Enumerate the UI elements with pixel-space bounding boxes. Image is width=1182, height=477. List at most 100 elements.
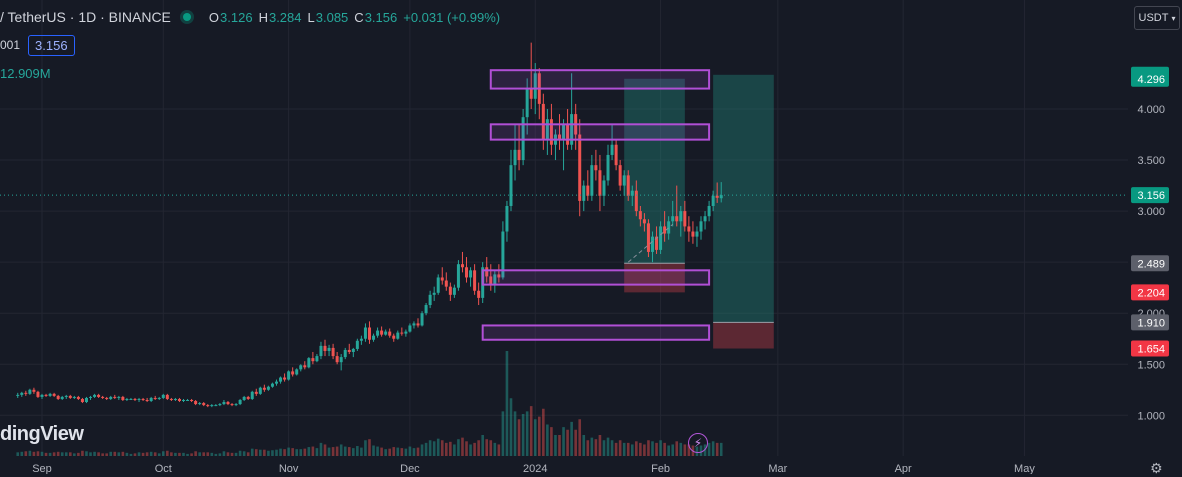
candle	[109, 395, 113, 400]
volume-bar	[364, 440, 367, 456]
candle	[182, 398, 186, 403]
candle	[238, 398, 242, 406]
ohlc-value: 3.085	[315, 10, 349, 25]
volume-bar	[542, 408, 545, 456]
candle	[408, 323, 412, 333]
volume-bar	[546, 424, 549, 456]
candle-body	[501, 231, 505, 278]
candle	[84, 396, 88, 404]
candle-body	[222, 402, 226, 405]
candle-body	[355, 340, 359, 349]
volume-bar	[182, 452, 185, 456]
volume-bar	[283, 449, 286, 456]
volume-bar	[291, 448, 294, 456]
volume-bar	[89, 452, 92, 456]
volume-bar	[715, 442, 719, 456]
ohlc-readout: O3.126 H3.284 L3.085 C3.156 +0.031 (+0.99%)	[209, 9, 506, 25]
candle-body	[687, 226, 691, 232]
volume-bar	[489, 440, 493, 456]
currency-button[interactable]: USDT ▾	[1134, 6, 1180, 30]
volume-bar	[198, 452, 201, 456]
volume-bar	[97, 452, 100, 456]
candle-body	[618, 165, 622, 186]
candle	[32, 387, 36, 394]
candle	[186, 398, 190, 402]
candle-body	[521, 117, 525, 161]
gear-icon[interactable]: ⚙	[1150, 460, 1163, 476]
candle	[157, 396, 161, 400]
symbol-title[interactable]: / TetherUS · 1D · BINANCE	[0, 9, 171, 25]
candle-body	[715, 195, 719, 198]
volume-bar	[675, 441, 679, 456]
volume-bar	[586, 440, 590, 456]
candle	[299, 364, 303, 372]
candle	[48, 392, 52, 397]
volume-bar	[242, 451, 246, 456]
candle	[347, 343, 351, 355]
candle	[141, 397, 145, 402]
volume-bar	[647, 440, 650, 456]
tradingview-watermark: dingView	[0, 423, 84, 445]
candle-body	[416, 323, 420, 326]
candle-body	[663, 226, 667, 234]
candle-body	[679, 211, 683, 222]
volume-bar	[275, 449, 278, 456]
candle-body	[388, 331, 392, 336]
volume-bar	[352, 448, 355, 456]
candle-body	[28, 389, 32, 394]
volume-bar	[254, 449, 258, 456]
candle-body	[266, 386, 270, 390]
candle	[489, 264, 493, 291]
volume-bar	[271, 450, 274, 456]
candle-body	[562, 124, 566, 140]
candle	[367, 321, 371, 344]
candle-body	[634, 190, 638, 212]
candle-body	[218, 404, 222, 406]
volume-bar	[392, 447, 396, 456]
bolt-icon[interactable]: ⚡	[688, 433, 708, 453]
volume-bar	[129, 453, 133, 456]
candle-body	[428, 294, 432, 306]
currency-label: USDT	[1138, 12, 1169, 24]
candle	[541, 93, 545, 150]
candle-body	[165, 394, 169, 399]
volume-bar	[121, 451, 125, 456]
candle	[323, 339, 327, 357]
candle	[250, 390, 254, 400]
candle-body	[719, 195, 723, 199]
volume-bar	[170, 452, 173, 456]
volume-bar	[513, 411, 517, 456]
candle-body	[541, 103, 545, 140]
candle-body	[655, 236, 659, 250]
candle	[266, 385, 270, 391]
candle-body	[20, 392, 24, 395]
volume-bar	[517, 419, 521, 456]
volume-bar	[186, 453, 189, 456]
volume-bar	[582, 435, 586, 456]
candle	[598, 154, 602, 212]
candle	[388, 328, 392, 338]
volume-bar	[630, 444, 634, 456]
candle	[254, 388, 258, 396]
volume-bar	[343, 446, 347, 456]
volume-bar	[246, 452, 250, 456]
candle	[137, 397, 141, 403]
volume-bar	[521, 414, 525, 456]
volume-bar	[85, 451, 88, 456]
volume-bar	[48, 452, 52, 456]
candle	[695, 226, 699, 247]
candle-body	[570, 114, 574, 145]
candle-body	[646, 223, 650, 252]
volume-bar	[113, 451, 117, 456]
candle-body	[707, 205, 711, 217]
candle-body	[545, 119, 549, 140]
volume-bar	[319, 442, 323, 456]
candle	[16, 392, 20, 398]
indicator-value-badge[interactable]: 3.156	[28, 34, 75, 56]
candle	[258, 386, 262, 395]
volume-bar	[719, 442, 723, 456]
candle	[279, 376, 283, 384]
candle-body	[230, 404, 234, 406]
candle-body	[24, 392, 28, 394]
